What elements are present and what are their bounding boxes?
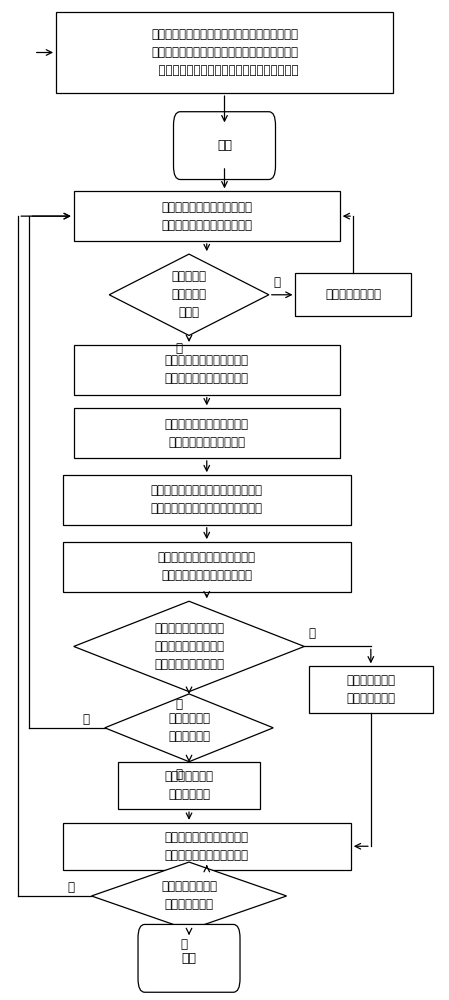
Text: 是: 是 (176, 698, 183, 711)
Text: 控制单元给线性电磁阀的线圈
通电，并记录下系第几次通电: 控制单元给线性电磁阀的线圈 通电，并记录下系第几次通电 (161, 201, 252, 232)
Text: 计算获得线性电磁阀的阀芯的端面距
离摄像头的距离，并记载在计算机中: 计算获得线性电磁阀的阀芯的端面距 离摄像头的距离，并记载在计算机中 (151, 485, 263, 516)
Text: 把线性电磁阀放在单目显微镜摄像头的下方，使
单目显微镜摄像头可以摄取线性电磁阀的阀芯之
  端面的图像，把线性电磁阀和控制单元相连好: 把线性电磁阀放在单目显微镜摄像头的下方，使 单目显微镜摄像头可以摄取线性电磁阀的… (151, 28, 298, 77)
FancyBboxPatch shape (74, 191, 340, 241)
Text: 把获得的位移和对应的
设计位移值进行比较，
判断是否在合格范围内: 把获得的位移和对应的 设计位移值进行比较， 判断是否在合格范围内 (154, 622, 224, 671)
FancyBboxPatch shape (63, 823, 351, 870)
Text: 开始: 开始 (217, 139, 232, 152)
Text: 计算获得线性电磁阀的阀芯的端
面的位移，并记载在计算机中: 计算获得线性电磁阀的阀芯的端 面的位移，并记载在计算机中 (158, 551, 256, 582)
Text: 否: 否 (83, 713, 90, 726)
Text: 结束: 结束 (181, 952, 197, 965)
FancyBboxPatch shape (63, 475, 351, 525)
FancyBboxPatch shape (295, 273, 411, 316)
Text: 取下被检测的线性电磁阀放
到相应的合格或不合格群内: 取下被检测的线性电磁阀放 到相应的合格或不合格群内 (165, 831, 249, 862)
FancyBboxPatch shape (118, 762, 260, 809)
Text: 是: 是 (176, 768, 183, 781)
Text: 系统给出合格信
号，系统暂停: 系统给出合格信 号，系统暂停 (164, 770, 214, 801)
FancyBboxPatch shape (309, 666, 433, 713)
Text: 否: 否 (180, 938, 187, 951)
Polygon shape (92, 862, 286, 930)
Text: 是: 是 (176, 342, 183, 355)
FancyBboxPatch shape (56, 12, 393, 93)
Text: 否: 否 (309, 627, 316, 640)
Text: 是否能获取
到阀芯端面
的图像: 是否能获取 到阀芯端面 的图像 (172, 270, 207, 319)
FancyBboxPatch shape (173, 112, 276, 180)
FancyBboxPatch shape (138, 924, 240, 992)
Text: 通电次数是否
达到最后一次: 通电次数是否 达到最后一次 (168, 712, 210, 743)
Text: 用清晰度评价函数对去噪后
的图像进行清晰度的评价: 用清晰度评价函数对去噪后 的图像进行清晰度的评价 (165, 418, 249, 449)
Text: 是否继续检测新的
一个线性电磁阀: 是否继续检测新的 一个线性电磁阀 (161, 880, 217, 911)
Text: 系统给出不合格
信号，系统暂停: 系统给出不合格 信号，系统暂停 (346, 674, 395, 705)
Polygon shape (109, 254, 269, 335)
Text: 从摄得的阀芯的端面图像中
提取一幅图像进行去噪处理: 从摄得的阀芯的端面图像中 提取一幅图像进行去噪处理 (165, 354, 249, 385)
FancyBboxPatch shape (74, 408, 340, 458)
Polygon shape (74, 601, 304, 692)
Polygon shape (105, 694, 273, 762)
Text: 是: 是 (67, 881, 74, 894)
FancyBboxPatch shape (63, 542, 351, 592)
Text: 提示先打开摄像头: 提示先打开摄像头 (325, 288, 381, 301)
FancyBboxPatch shape (74, 345, 340, 395)
Text: 否: 否 (273, 276, 280, 289)
